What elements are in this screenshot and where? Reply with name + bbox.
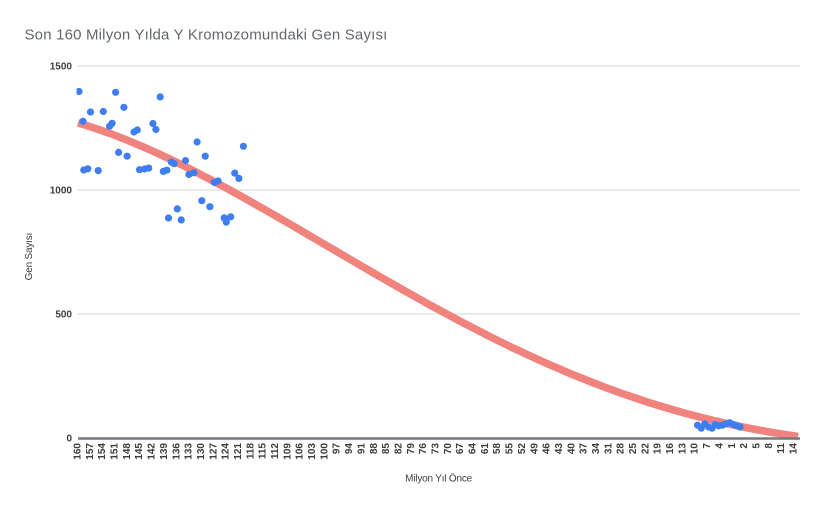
svg-text:118: 118 (245, 443, 256, 460)
svg-text:58: 58 (492, 443, 503, 455)
svg-text:28: 28 (616, 443, 627, 455)
svg-text:Son 160 Milyon Yılda Y Kromozo: Son 160 Milyon Yılda Y Kromozomundaki Ge… (25, 26, 388, 43)
svg-text:2: 2 (739, 443, 750, 449)
svg-text:82: 82 (394, 443, 405, 455)
svg-text:5: 5 (752, 443, 763, 449)
svg-text:40: 40 (566, 443, 577, 455)
svg-text:124: 124 (221, 443, 232, 460)
svg-text:25: 25 (628, 443, 639, 455)
svg-text:46: 46 (542, 443, 553, 455)
svg-text:61: 61 (480, 443, 491, 455)
svg-text:Gen Sayısı: Gen Sayısı (24, 233, 35, 280)
svg-text:97: 97 (332, 443, 343, 455)
svg-text:55: 55 (505, 443, 516, 455)
svg-text:76: 76 (418, 443, 429, 455)
svg-text:19: 19 (653, 443, 664, 455)
svg-text:34: 34 (591, 443, 602, 455)
svg-text:64: 64 (468, 443, 479, 455)
svg-text:91: 91 (356, 443, 367, 455)
svg-text:1500: 1500 (50, 62, 73, 73)
svg-text:11: 11 (776, 443, 787, 454)
svg-text:133: 133 (184, 443, 195, 460)
svg-text:88: 88 (369, 443, 380, 455)
svg-text:0: 0 (66, 434, 72, 445)
svg-text:67: 67 (455, 443, 466, 455)
svg-text:70: 70 (443, 443, 454, 455)
svg-text:43: 43 (554, 443, 565, 455)
svg-text:112: 112 (270, 443, 281, 460)
svg-text:85: 85 (381, 443, 392, 455)
svg-text:37: 37 (579, 443, 590, 455)
svg-text:13: 13 (677, 443, 688, 455)
svg-text:136: 136 (171, 443, 182, 460)
svg-text:73: 73 (431, 443, 442, 455)
svg-text:31: 31 (603, 443, 614, 455)
svg-text:4: 4 (714, 443, 725, 449)
svg-text:14: 14 (789, 443, 800, 455)
svg-text:109: 109 (282, 443, 293, 460)
svg-text:127: 127 (208, 443, 219, 460)
svg-text:10: 10 (690, 443, 701, 455)
svg-text:157: 157 (85, 443, 96, 460)
svg-text:121: 121 (233, 443, 244, 460)
svg-text:Milyon Yıl Önce: Milyon Yıl Önce (405, 473, 472, 485)
svg-text:49: 49 (529, 443, 540, 455)
svg-text:79: 79 (406, 443, 417, 455)
svg-text:1000: 1000 (50, 186, 73, 197)
svg-text:100: 100 (319, 443, 330, 460)
svg-text:8: 8 (764, 443, 775, 449)
svg-text:148: 148 (122, 443, 133, 460)
svg-text:142: 142 (147, 443, 158, 460)
svg-text:139: 139 (159, 443, 170, 460)
svg-text:22: 22 (640, 443, 651, 455)
svg-text:130: 130 (196, 443, 207, 460)
svg-text:115: 115 (258, 443, 269, 460)
svg-text:160: 160 (73, 443, 84, 460)
svg-text:7: 7 (702, 443, 713, 449)
svg-text:103: 103 (307, 443, 318, 460)
svg-text:106: 106 (295, 443, 306, 460)
svg-text:94: 94 (344, 443, 355, 455)
svg-text:145: 145 (134, 443, 145, 460)
svg-text:154: 154 (97, 443, 108, 460)
svg-text:1: 1 (727, 443, 738, 449)
svg-text:52: 52 (517, 443, 528, 455)
svg-text:151: 151 (110, 443, 121, 460)
svg-text:500: 500 (55, 310, 72, 321)
svg-text:16: 16 (665, 443, 676, 455)
